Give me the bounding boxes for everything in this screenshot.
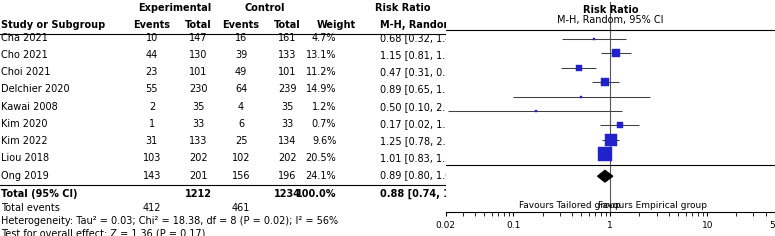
Text: Events: Events	[133, 20, 170, 30]
Text: 1.15 [0.81, 1.65]: 1.15 [0.81, 1.65]	[380, 50, 461, 60]
Text: 2: 2	[149, 102, 155, 112]
Text: 412: 412	[143, 203, 161, 213]
Text: 102: 102	[232, 153, 250, 163]
Text: 0.89 [0.80, 1.00]: 0.89 [0.80, 1.00]	[380, 171, 461, 181]
Text: 202: 202	[189, 153, 208, 163]
Text: 133: 133	[278, 50, 297, 60]
Text: 0.17 [0.02, 1.31]: 0.17 [0.02, 1.31]	[380, 119, 461, 129]
Text: 0.89 [0.65, 1.22]: 0.89 [0.65, 1.22]	[380, 84, 461, 94]
Text: 0.50 [0.10, 2.56]: 0.50 [0.10, 2.56]	[380, 102, 461, 112]
Text: 239: 239	[278, 84, 297, 94]
Text: 156: 156	[232, 171, 250, 181]
Text: 20.5%: 20.5%	[305, 153, 336, 163]
Text: Total: Total	[185, 20, 212, 30]
Text: Kawai 2008: Kawai 2008	[1, 102, 57, 112]
Text: Choi 2021: Choi 2021	[1, 67, 50, 77]
Text: 35: 35	[192, 102, 205, 112]
Text: 101: 101	[278, 67, 297, 77]
Polygon shape	[598, 170, 613, 182]
Text: Risk Ratio: Risk Ratio	[375, 3, 431, 13]
Text: Favours Empirical group: Favours Empirical group	[598, 201, 707, 210]
Text: 25: 25	[235, 136, 247, 146]
Text: 1212: 1212	[185, 189, 212, 199]
Text: 4: 4	[238, 102, 244, 112]
Text: 230: 230	[189, 84, 208, 94]
Text: 10: 10	[146, 33, 158, 43]
Text: 134: 134	[278, 136, 297, 146]
Text: Liou 2018: Liou 2018	[1, 153, 49, 163]
Text: M-H, Random, 95% CI: M-H, Random, 95% CI	[557, 16, 663, 25]
Text: 4.7%: 4.7%	[312, 33, 336, 43]
Text: Test for overall effect: Z = 1.36 (P = 0.17): Test for overall effect: Z = 1.36 (P = 0…	[1, 229, 205, 236]
Text: 1234: 1234	[274, 189, 301, 199]
Text: 143: 143	[143, 171, 161, 181]
Text: 49: 49	[235, 67, 247, 77]
Text: 161: 161	[278, 33, 297, 43]
Text: Control: Control	[244, 3, 284, 13]
Text: 35: 35	[281, 102, 294, 112]
Text: 461: 461	[232, 203, 250, 213]
Text: 100.0%: 100.0%	[296, 189, 336, 199]
Text: 14.9%: 14.9%	[306, 84, 336, 94]
Text: Study or Subgroup: Study or Subgroup	[1, 20, 105, 30]
Text: Total events: Total events	[1, 203, 60, 213]
Text: 1.25 [0.78, 2.00]: 1.25 [0.78, 2.00]	[380, 136, 461, 146]
Text: 0.88 [0.74, 1.06]: 0.88 [0.74, 1.06]	[380, 189, 471, 199]
Text: 103: 103	[143, 153, 161, 163]
Text: 147: 147	[189, 33, 208, 43]
Text: Events: Events	[222, 20, 260, 30]
Text: 64: 64	[235, 84, 247, 94]
Text: 0.68 [0.32, 1.46]: 0.68 [0.32, 1.46]	[380, 33, 461, 43]
Text: Kim 2022: Kim 2022	[1, 136, 47, 146]
Text: Risk Ratio: Risk Ratio	[583, 5, 638, 15]
Text: Ong 2019: Ong 2019	[1, 171, 49, 181]
Text: Total: Total	[274, 20, 301, 30]
Text: 13.1%: 13.1%	[306, 50, 336, 60]
Text: 44: 44	[146, 50, 158, 60]
Text: Experimental: Experimental	[139, 3, 212, 13]
Text: 33: 33	[281, 119, 294, 129]
Text: 16: 16	[235, 33, 247, 43]
Text: 1.01 [0.83, 1.22]: 1.01 [0.83, 1.22]	[380, 153, 461, 163]
Text: Weight: Weight	[317, 20, 356, 30]
Text: 6: 6	[238, 119, 244, 129]
Text: 1.2%: 1.2%	[312, 102, 336, 112]
Text: Cho 2021: Cho 2021	[1, 50, 47, 60]
Text: Favours Tailored group: Favours Tailored group	[518, 201, 621, 210]
Text: 201: 201	[189, 171, 208, 181]
Text: 0.7%: 0.7%	[312, 119, 336, 129]
Text: 101: 101	[189, 67, 208, 77]
Text: 23: 23	[146, 67, 158, 77]
Text: 24.1%: 24.1%	[305, 171, 336, 181]
Text: 39: 39	[235, 50, 247, 60]
Text: 55: 55	[146, 84, 158, 94]
Text: Delchier 2020: Delchier 2020	[1, 84, 70, 94]
Text: Kim 2020: Kim 2020	[1, 119, 47, 129]
Text: 0.47 [0.31, 0.71]: 0.47 [0.31, 0.71]	[380, 67, 461, 77]
Text: 130: 130	[189, 50, 208, 60]
Text: Heterogeneity: Tau² = 0.03; Chi² = 18.38, df = 8 (P = 0.02); I² = 56%: Heterogeneity: Tau² = 0.03; Chi² = 18.38…	[1, 216, 338, 226]
Text: M-H, Random, 95% CI: M-H, Random, 95% CI	[380, 20, 498, 30]
Text: 133: 133	[189, 136, 208, 146]
Text: 31: 31	[146, 136, 158, 146]
Text: 9.6%: 9.6%	[312, 136, 336, 146]
Text: 1: 1	[149, 119, 155, 129]
Text: 202: 202	[278, 153, 297, 163]
Text: 11.2%: 11.2%	[305, 67, 336, 77]
Text: 33: 33	[192, 119, 205, 129]
Text: Total (95% CI): Total (95% CI)	[1, 189, 78, 199]
Text: Cha 2021: Cha 2021	[1, 33, 47, 43]
Text: 196: 196	[278, 171, 297, 181]
